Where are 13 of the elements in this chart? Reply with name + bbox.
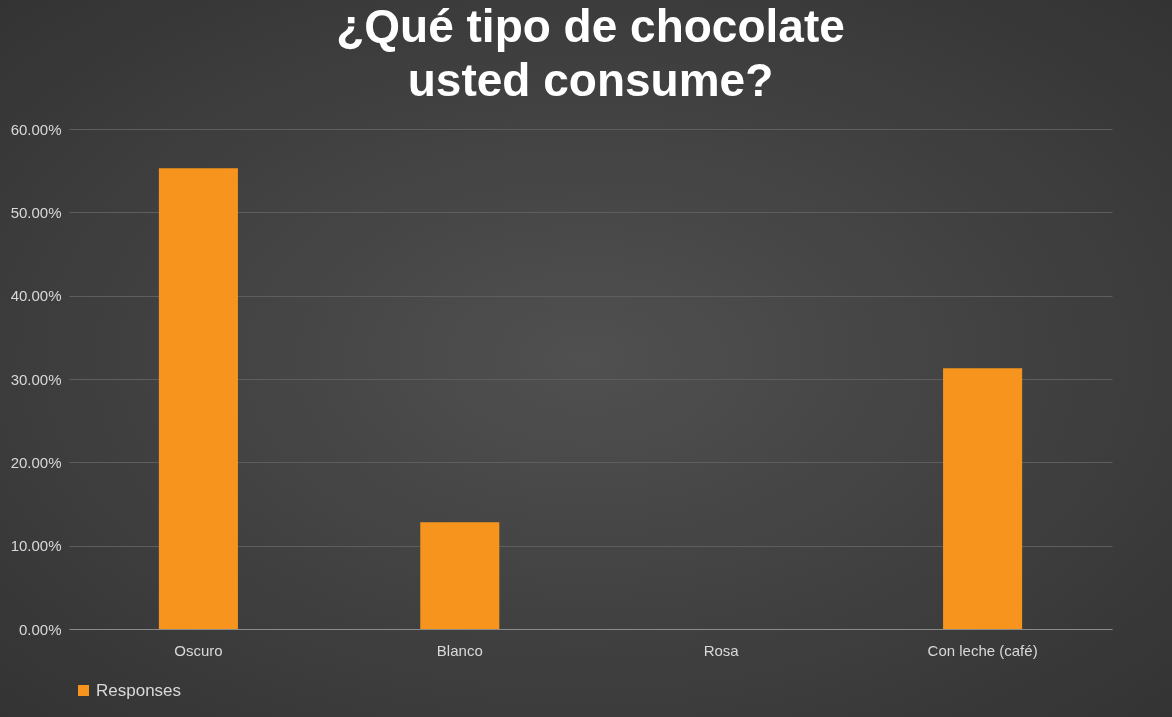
- y-tick-label: 30.00%: [10, 370, 62, 388]
- chart-title: ¿Qué tipo de chocolate usted consume?: [336, 0, 845, 106]
- y-tick-label: 0.00%: [18, 620, 62, 638]
- y-tick-label: 60.00%: [10, 120, 62, 138]
- x-tick-label: Blanco: [436, 641, 483, 659]
- legend-label: Responses: [96, 680, 182, 700]
- x-tick-label: Rosa: [703, 641, 740, 659]
- x-tick-label: Con leche (café): [927, 641, 1038, 659]
- y-tick-label: 50.00%: [10, 203, 62, 221]
- y-tick-label: 20.00%: [10, 453, 62, 471]
- y-tick-label: 40.00%: [10, 287, 62, 305]
- x-tick-label: Oscuro: [174, 641, 223, 659]
- y-tick-label: 10.00%: [10, 537, 62, 555]
